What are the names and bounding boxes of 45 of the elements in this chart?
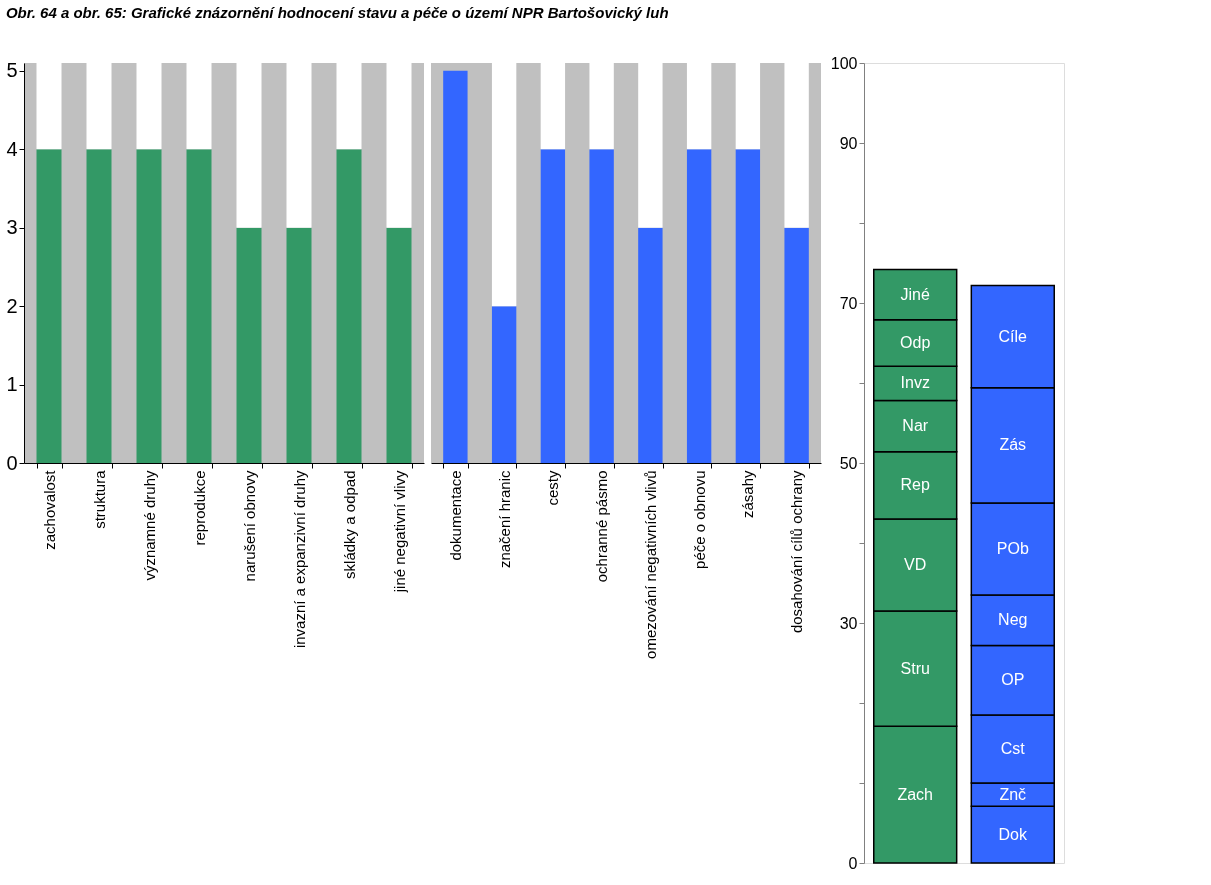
y-tick-label: 0 — [848, 854, 858, 872]
x-tick-label: struktura — [90, 469, 108, 529]
x-tick-label: cesty — [544, 470, 562, 506]
chart-title: Obr. 64 a obr. 65: Grafické znázornění hodnocení stavu a péče o území NPR Bartošovický luh — [5, 3, 669, 21]
y-tick-label: 90 — [839, 134, 858, 152]
series-label: OP — [1001, 671, 1025, 689]
y-tick-label: 50 — [839, 454, 858, 472]
series-label: Rep — [900, 476, 930, 494]
y-tick-label: 100 — [830, 54, 858, 72]
series-label: Zach — [897, 785, 934, 803]
series-label: Odp — [900, 334, 931, 351]
y-tick-label: 1 — [6, 373, 18, 396]
series-label: Neg — [998, 611, 1028, 629]
y-tick-label: 5 — [6, 59, 18, 82]
y-tick-label: 2 — [6, 294, 18, 317]
series-label: Invz — [900, 374, 930, 392]
series-label: Dok — [998, 825, 1029, 843]
x-tick-label: zásahy — [739, 470, 757, 519]
series-label: POb — [996, 540, 1029, 557]
x-tick-label: reprodukce — [190, 470, 208, 546]
x-tick-label: značení hranic — [495, 470, 513, 569]
x-tick-label: dosahování cílů ochrany — [788, 470, 806, 634]
y-tick-label: 30 — [839, 614, 858, 632]
x-tick-label: jiné negativní vlivy — [390, 470, 408, 594]
series-label: Stru — [900, 659, 930, 677]
x-tick-label: péče o obnovu — [690, 470, 708, 569]
y-tick-label: 4 — [6, 137, 18, 160]
series-label: Cíle — [998, 327, 1028, 345]
series-label: Cst — [1000, 740, 1026, 757]
x-tick-label: invazní a expanzivní druhy — [290, 470, 308, 649]
series-label: Jiné — [900, 285, 930, 303]
x-tick-label: zachovalost — [40, 469, 58, 550]
x-tick-label: narušení obnovy — [240, 470, 258, 582]
x-tick-label: ochranné pásmo — [593, 470, 611, 583]
series-label: VD — [904, 556, 927, 573]
series-label: Nar — [902, 417, 929, 435]
x-tick-label: skládky a odpad — [340, 470, 358, 579]
y-tick-label: 0 — [6, 451, 18, 474]
y-tick-label: 3 — [6, 216, 18, 239]
x-tick-label: významné druhy — [140, 470, 158, 581]
x-tick-label: dokumentace — [446, 470, 464, 561]
series-label: Zás — [999, 436, 1027, 454]
x-tick-label: omezování negativních vlivů — [641, 470, 659, 659]
y-tick-label: 70 — [839, 294, 858, 312]
series-label: Znč — [999, 785, 1027, 803]
